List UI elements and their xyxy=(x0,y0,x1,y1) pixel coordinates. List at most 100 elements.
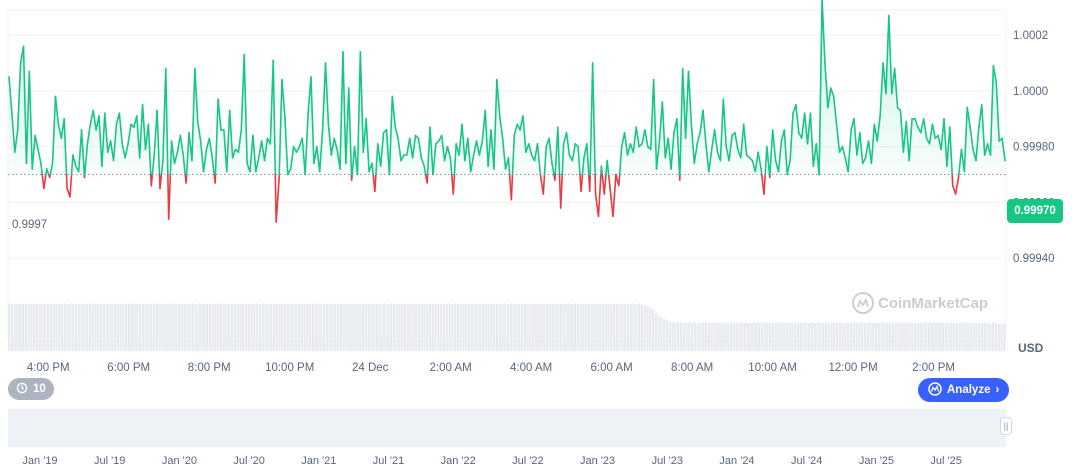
volume-bar xyxy=(387,304,390,351)
volume-bar xyxy=(283,304,287,351)
volume-bar xyxy=(161,304,164,351)
volume-bar xyxy=(401,304,404,351)
volume-bar xyxy=(883,322,886,351)
navigator-label: Jan '19 xyxy=(22,455,57,467)
price-segment xyxy=(995,81,1000,142)
volume-bar xyxy=(741,322,744,351)
volume-bar xyxy=(484,303,487,351)
volume-bar xyxy=(554,303,557,351)
volume-bar xyxy=(986,322,989,351)
volume-bar xyxy=(939,322,942,351)
volume-bar xyxy=(679,322,683,351)
volume-bar xyxy=(546,304,549,351)
volume-bar xyxy=(696,322,699,351)
volume-bar xyxy=(649,307,652,351)
volume-bar xyxy=(822,322,825,351)
volume-bar xyxy=(802,322,805,351)
volume-bar xyxy=(844,322,847,351)
volume-bar xyxy=(838,322,841,351)
price-segment xyxy=(586,143,590,176)
volume-bar xyxy=(980,322,984,351)
price-segment xyxy=(835,123,841,154)
price-segment xyxy=(795,104,800,134)
price-segment xyxy=(644,129,649,148)
volume-bar xyxy=(175,304,178,351)
volume-bar xyxy=(660,317,663,351)
volume-bar xyxy=(738,322,741,351)
price-segment xyxy=(693,143,698,165)
volume-bar xyxy=(219,303,223,351)
volume-bar xyxy=(799,322,802,351)
volume-bar xyxy=(428,303,432,351)
coinmarketcap-watermark: CoinMarketCap xyxy=(852,292,988,314)
price-segment xyxy=(217,98,222,131)
volume-bar xyxy=(63,303,66,351)
volume-bar xyxy=(847,322,850,351)
volume-bar xyxy=(119,303,122,351)
volume-bar xyxy=(604,303,607,351)
volume-bar xyxy=(345,303,348,351)
price-segment xyxy=(51,95,57,165)
volume-bar xyxy=(504,303,507,351)
volume-bar xyxy=(169,303,172,351)
volume-bar xyxy=(590,304,593,351)
price-segment xyxy=(375,143,379,176)
price-segment xyxy=(824,62,829,109)
time-navigator[interactable]: Jan '19 Jul '19 Jan '20 Jul '20 Jan '21 Jul '… xyxy=(8,409,1006,467)
volume-bar xyxy=(983,322,986,351)
navigator-label: Jan '24 xyxy=(719,455,754,467)
price-segment xyxy=(330,137,336,156)
volume-bar xyxy=(272,304,276,351)
price-segment xyxy=(231,148,237,159)
x-tick-label: 6:00 AM xyxy=(591,362,633,374)
volume-bar xyxy=(953,322,956,351)
price-segment xyxy=(511,134,516,176)
volume-bar xyxy=(80,303,83,351)
price-segment xyxy=(498,115,504,140)
volume-bar xyxy=(540,304,543,351)
price-segment xyxy=(928,123,934,145)
volume-bar xyxy=(992,322,995,351)
price-segment xyxy=(194,67,199,123)
volume-bar xyxy=(74,304,78,351)
price-segment xyxy=(885,14,890,95)
price-segment xyxy=(580,173,584,193)
price-segment xyxy=(559,173,564,209)
price-segment xyxy=(359,51,365,154)
volume-bar xyxy=(947,322,950,351)
grip-handle-icon[interactable]: || xyxy=(1000,417,1012,435)
navigator-track xyxy=(8,409,1006,447)
price-segment xyxy=(769,129,774,176)
volume-bar xyxy=(704,322,708,351)
volume-bar xyxy=(203,304,206,351)
volume-bar xyxy=(86,304,89,351)
volume-bar xyxy=(292,304,295,351)
navigator-label: Jul '25 xyxy=(930,455,961,467)
price-segment xyxy=(728,134,733,162)
price-segment xyxy=(832,95,838,126)
volume-bar xyxy=(808,322,811,351)
y-tick-label: 0.99980 xyxy=(1013,142,1055,154)
volume-bar xyxy=(576,304,579,351)
volume-bar xyxy=(133,304,136,351)
volume-bar xyxy=(306,303,309,351)
volume-bar xyxy=(99,303,103,351)
volume-bar xyxy=(612,303,616,351)
price-segment xyxy=(800,112,806,140)
price-segment xyxy=(597,173,602,218)
navigator-label: Jul '23 xyxy=(652,455,683,467)
volume-bar xyxy=(534,303,538,351)
volume-bar xyxy=(730,322,733,351)
volume-bar xyxy=(454,303,457,351)
price-segment xyxy=(856,131,861,156)
price-segment xyxy=(31,134,36,170)
volume-bar xyxy=(88,303,92,351)
price-segment xyxy=(449,156,453,176)
volume-bar xyxy=(585,304,588,351)
history-button[interactable]: 10 xyxy=(8,378,54,400)
price-segment xyxy=(54,95,60,126)
analyze-button[interactable]: Analyze › xyxy=(918,378,1010,402)
price-segment xyxy=(783,129,789,176)
